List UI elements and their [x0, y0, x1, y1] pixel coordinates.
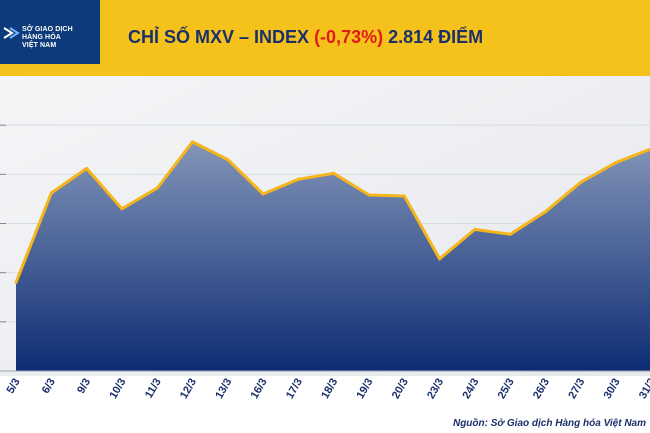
- x-tick-label: 25/3: [496, 377, 517, 402]
- data-point: [614, 161, 618, 164]
- data-point: [544, 210, 547, 214]
- data-point: [120, 207, 124, 211]
- x-tick-label: 18/3: [319, 377, 340, 402]
- x-tick-label: 31/3: [637, 377, 650, 402]
- title-banner: SỞ GIAO DỊCH HÀNG HÓA VIỆT NAM CHỈ SỐ MX…: [0, 0, 650, 76]
- data-point: [296, 177, 300, 181]
- data-point: [14, 281, 18, 284]
- x-tick-label: 27/3: [566, 377, 587, 402]
- logo-text: SỞ GIAO DỊCH HÀNG HÓA VIỆT NAM: [22, 26, 73, 50]
- logo-line: VIỆT NAM: [22, 42, 57, 49]
- index-area-chart: 5/3 6/3 9/3 10/3 11/3 12/3 13/3 16/3 17/3 18/3 19/…: [0, 76, 650, 402]
- x-tick-label: 23/3: [425, 377, 446, 402]
- logo-block: SỞ GIAO DỊCH HÀNG HÓA VIỆT NAM: [0, 0, 100, 64]
- x-tick-label: 19/3: [354, 377, 375, 402]
- x-tick-label: 10/3: [107, 377, 128, 402]
- x-tick-label: 24/3: [460, 377, 481, 402]
- data-point: [367, 193, 371, 197]
- source-note: Nguồn: Sở Giao dịch Hàng hóa Việt Nam: [452, 418, 646, 429]
- x-tick-label: 11/3: [143, 377, 164, 401]
- x-tick-label: 20/3: [390, 377, 411, 402]
- logo-line: HÀNG HÓA: [22, 34, 61, 41]
- chart-title: CHỈ SỐ MXV – INDEX (-0,73%) 2.814 ĐIỂM: [128, 27, 483, 48]
- data-point: [402, 194, 406, 198]
- series-area: [16, 141, 650, 371]
- x-tick-label: 17/3: [284, 377, 305, 402]
- x-tick-label: 9/3: [75, 377, 93, 396]
- title-prefix: CHỈ SỐ MXV – INDEX: [128, 27, 310, 47]
- data-point: [261, 192, 265, 196]
- data-point: [332, 171, 336, 175]
- data-point: [438, 257, 442, 261]
- x-tick-label: 16/3: [249, 377, 270, 402]
- logo-line: SỞ GIAO DỊCH: [22, 26, 73, 33]
- x-tick-label: 5/3: [5, 377, 23, 396]
- data-point: [473, 227, 477, 231]
- data-point: [508, 232, 512, 236]
- data-point: [155, 186, 159, 190]
- exchange-logo-icon: [3, 27, 20, 39]
- x-tick-label: 6/3: [40, 377, 58, 396]
- data-point: [226, 158, 230, 162]
- data-point: [85, 166, 89, 170]
- x-tick-label: 12/3: [178, 377, 199, 402]
- data-point: [579, 180, 583, 184]
- title-value: 2.814 ĐIỂM: [388, 27, 484, 47]
- x-tick-label: 30/3: [602, 377, 623, 402]
- data-point: [191, 140, 194, 144]
- x-tick-label: 13/3: [213, 377, 234, 402]
- title-change: (-0,73%): [314, 27, 384, 47]
- data-point: [49, 191, 53, 195]
- x-tick-label: 26/3: [531, 377, 552, 402]
